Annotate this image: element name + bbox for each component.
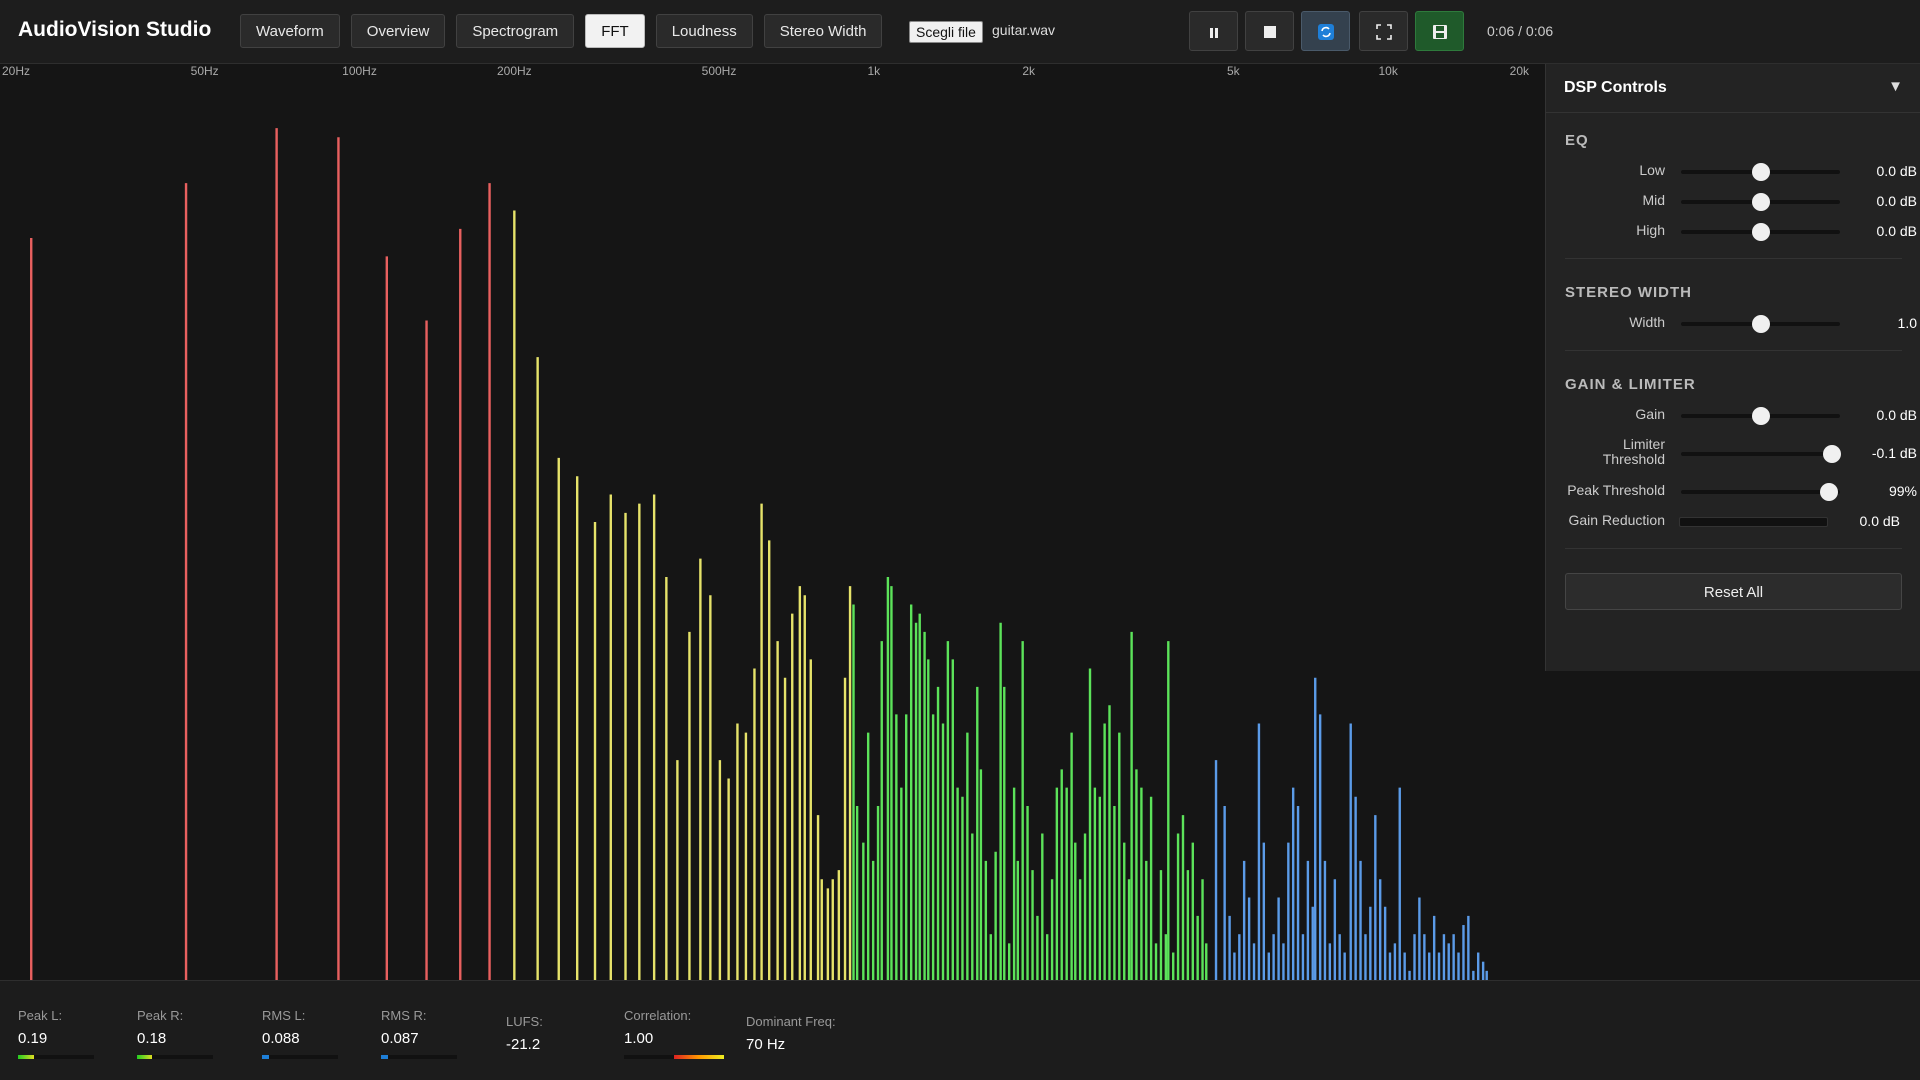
control-label: Gain	[1635, 406, 1665, 422]
slider[interactable]	[1681, 483, 1840, 501]
app-title: AudioVision Studio	[18, 18, 212, 41]
x-tick-label: 20Hz	[2, 64, 30, 78]
view-tab[interactable]: FFT	[585, 14, 645, 48]
panel-header[interactable]: DSP Controls ▼	[1546, 64, 1920, 113]
fullscreen-button[interactable]	[1359, 11, 1408, 51]
collapse-toggle[interactable]: ▼	[1888, 78, 1903, 95]
control-label: Width	[1629, 314, 1665, 330]
section-title: EQ	[1565, 132, 1589, 149]
stat: Dominant Freq: 70 Hz	[746, 1014, 836, 1053]
meter	[624, 1055, 724, 1059]
control-label: Low	[1639, 162, 1665, 178]
stat: Correlation: 1.00	[624, 1008, 724, 1059]
x-tick-label: 20k	[1510, 64, 1530, 78]
view-tabs: Waveform Overview Spectrogram FFT Loudness St…	[240, 14, 883, 48]
control-label: High	[1636, 222, 1665, 238]
x-tick-label: 500Hz	[702, 64, 737, 78]
playback-time: 0:06 / 0:06	[1487, 23, 1554, 39]
meter	[18, 1055, 94, 1059]
control-value: 1.0	[1897, 315, 1917, 331]
view-tab[interactable]: Waveform	[240, 14, 340, 48]
file-button[interactable]: Scegli file	[909, 21, 983, 43]
toolbar: AudioVision Studio Waveform Overview Spect…	[0, 0, 1920, 64]
plot-background	[0, 64, 1543, 980]
loop-button[interactable]	[1301, 11, 1350, 51]
reset-button[interactable]: Reset All	[1565, 573, 1902, 610]
view-tab[interactable]: Loudness	[655, 14, 753, 48]
x-tick-label: 100Hz	[342, 64, 377, 78]
control-value: 0.0 dB	[1876, 407, 1917, 423]
separator	[1565, 548, 1902, 549]
control-value: 0.0 dB	[1876, 163, 1917, 179]
x-tick-label: 1k	[867, 64, 881, 78]
control-value: 99%	[1888, 483, 1917, 499]
slider[interactable]	[1681, 163, 1840, 181]
x-tick-label: 50Hz	[191, 64, 219, 78]
gain-reduction-meter	[1679, 517, 1828, 527]
control-label: Peak Threshold	[1567, 482, 1665, 498]
slider[interactable]	[1681, 223, 1840, 241]
stat-label: RMS L:	[262, 1008, 306, 1023]
view-tab[interactable]: Stereo Width	[763, 14, 883, 48]
view-tab[interactable]: Spectrogram	[456, 14, 575, 48]
control-label: Mid	[1642, 192, 1665, 208]
control-label: Gain Reduction	[1568, 512, 1665, 528]
slider[interactable]	[1681, 193, 1840, 211]
x-tick-label: 200Hz	[497, 64, 532, 78]
stop-button[interactable]	[1245, 11, 1294, 51]
separator	[1565, 258, 1902, 259]
stats-bar: Peak L: 0.19 Peak R: 0.18 RMS L: 0.088 RMS …	[0, 980, 1920, 1080]
stat: LUFS: -21.2	[506, 1014, 543, 1053]
stat-value: -21.2	[506, 1036, 541, 1053]
stat-value: 0.088	[262, 1030, 300, 1047]
stat: Peak R: 0.18	[137, 1008, 213, 1059]
slider[interactable]	[1681, 445, 1842, 463]
stat: Peak L: 0.19	[18, 1008, 94, 1059]
control-label: Limiter Threshold	[1602, 436, 1665, 467]
file-name: guitar.wav	[992, 22, 1056, 38]
stat: RMS L: 0.088	[262, 1008, 338, 1059]
control-value: -0.1 dB	[1871, 445, 1917, 461]
stat-label: Dominant Freq:	[746, 1014, 836, 1029]
stat-value: 0.19	[18, 1030, 48, 1047]
separator	[1565, 350, 1902, 351]
x-tick-label: 2k	[1022, 64, 1036, 78]
x-tick-label: 10k	[1378, 64, 1398, 78]
slider[interactable]	[1681, 315, 1840, 333]
save-button[interactable]	[1415, 11, 1464, 51]
meter	[262, 1055, 338, 1059]
section-title: GAIN & LIMITER	[1565, 376, 1696, 393]
stat-value: 0.087	[381, 1030, 419, 1047]
stat: RMS R: 0.087	[381, 1008, 457, 1059]
stat-value: 0.18	[137, 1030, 167, 1047]
control-value: 0.0 dB	[1876, 223, 1917, 239]
view-tab[interactable]: Overview	[350, 14, 446, 48]
meter	[137, 1055, 213, 1059]
stat-value: 1.00	[624, 1030, 654, 1047]
x-tick-label: 5k	[1227, 64, 1241, 78]
panel-title: DSP Controls	[1564, 79, 1667, 96]
stat-label: Correlation:	[624, 1008, 692, 1023]
stat-value: 70 Hz	[746, 1036, 786, 1053]
section-title: STEREO WIDTH	[1565, 284, 1692, 301]
stat-label: Peak R:	[137, 1008, 184, 1023]
fft-chart: 20Hz 50Hz 100Hz 200Hz 500Hz 1k 2k 5k 10k 20k	[0, 64, 1543, 980]
meter	[381, 1055, 457, 1059]
dsp-panel: DSP Controls ▼ EQ Low 0.0 dB Mid 0.0 dB H…	[1545, 64, 1920, 671]
stat-label: Peak L:	[18, 1008, 63, 1023]
slider[interactable]	[1681, 407, 1840, 425]
control-value: 0.0 dB	[1876, 193, 1917, 209]
control-value: 0.0 dB	[1859, 513, 1900, 529]
stat-label: RMS R:	[381, 1008, 427, 1023]
pause-button[interactable]	[1189, 11, 1238, 51]
stat-label: LUFS:	[506, 1014, 543, 1029]
